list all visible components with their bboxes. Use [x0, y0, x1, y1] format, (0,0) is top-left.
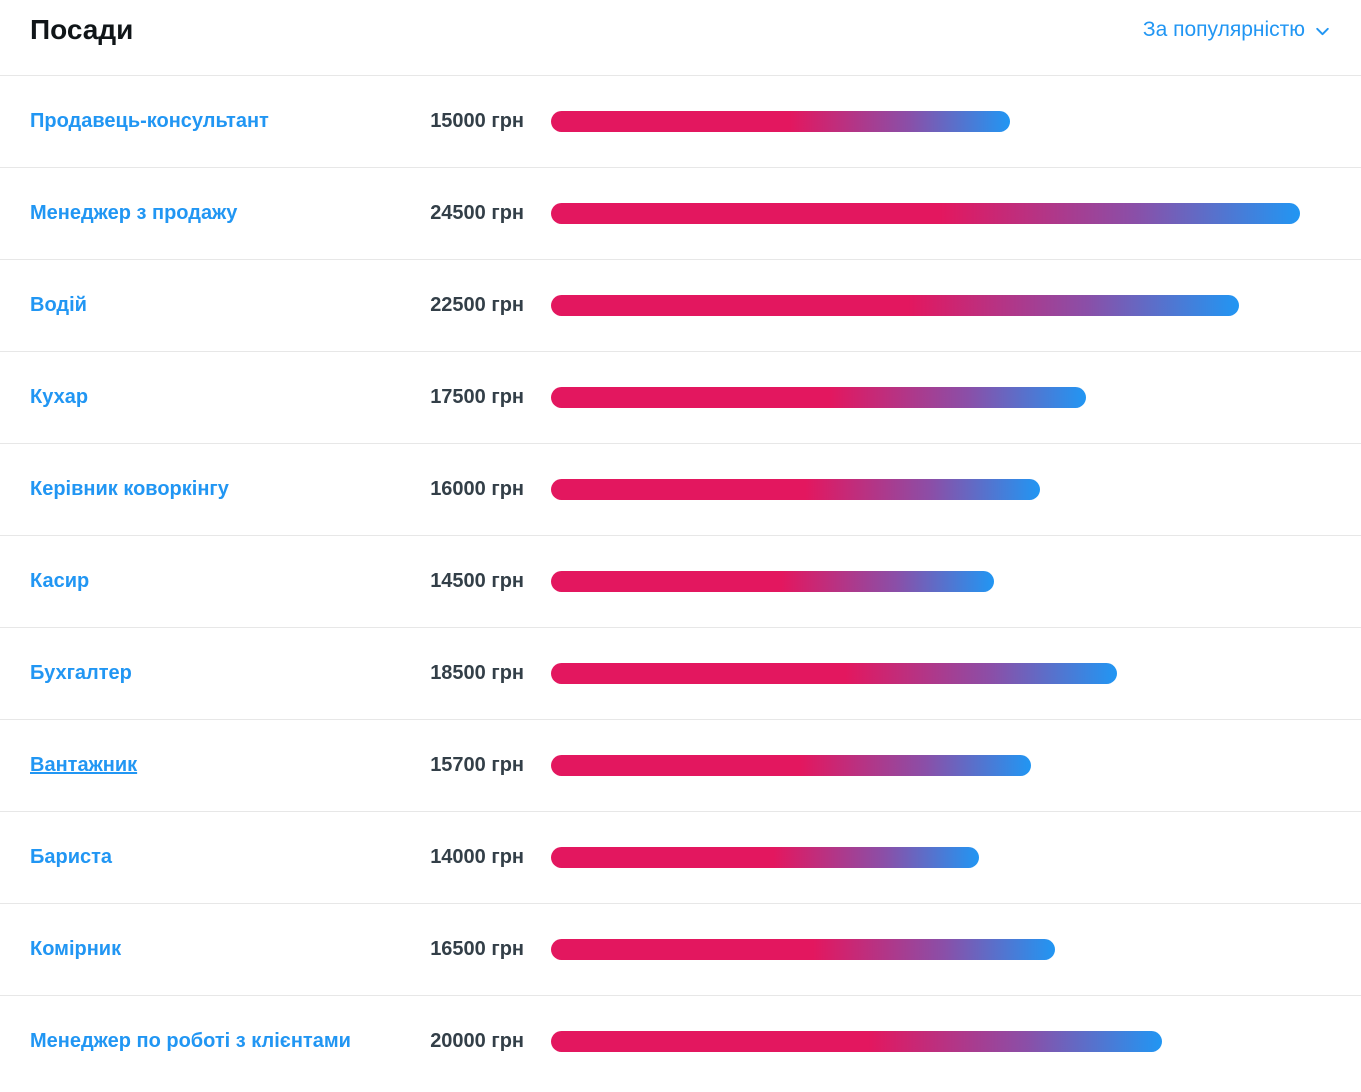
- salary-bar-track: [551, 748, 1300, 783]
- salary-value: 20000 грн: [430, 1030, 524, 1052]
- sort-dropdown-label: За популярністю: [1142, 18, 1305, 41]
- position-link[interactable]: Менеджер з продажу: [30, 202, 238, 224]
- salary-value: 15000 грн: [430, 110, 524, 132]
- position-link[interactable]: Менеджер по роботі з клієнтами: [30, 1030, 351, 1052]
- salary-bar: [551, 755, 1031, 776]
- salary-bar-track: [551, 380, 1300, 415]
- position-link[interactable]: Бухгалтер: [30, 662, 132, 684]
- salary-value: 14500 грн: [430, 570, 524, 592]
- position-link[interactable]: Касир: [30, 570, 90, 592]
- chevron-down-icon: [1314, 21, 1331, 40]
- salary-bar: [551, 1031, 1163, 1052]
- salary-bar-track: [551, 196, 1300, 231]
- salary-bar: [551, 295, 1239, 316]
- salary-bar: [551, 387, 1086, 408]
- salary-bar-track: [551, 564, 1300, 599]
- salary-value: 16000 грн: [430, 478, 524, 500]
- salary-value: 24500 грн: [430, 202, 524, 224]
- position-row: Водій 22500 грн: [0, 260, 1361, 352]
- salary-bar: [551, 663, 1117, 684]
- position-link[interactable]: Продавець-консультант: [30, 110, 269, 132]
- salary-bar-track: [551, 472, 1300, 507]
- salary-bar-track: [551, 104, 1300, 139]
- salary-value: 15700 грн: [430, 754, 524, 776]
- position-row: Кухар 17500 грн: [0, 352, 1361, 444]
- position-row: Продавець-консультант 15000 грн: [0, 76, 1361, 168]
- salary-value: 16500 грн: [430, 938, 524, 960]
- salary-bar: [551, 571, 995, 592]
- position-row: Касир 14500 грн: [0, 536, 1361, 628]
- position-link[interactable]: Керівник коворкінгу: [30, 478, 229, 500]
- page-title: Посади: [30, 14, 134, 45]
- salary-value: 22500 грн: [430, 294, 524, 316]
- salary-value: 14000 грн: [430, 846, 524, 868]
- sort-dropdown[interactable]: За популярністю: [1143, 12, 1331, 48]
- salary-bar-track: [551, 1024, 1300, 1059]
- salary-bar-track: [551, 656, 1300, 691]
- position-row: Бухгалтер 18500 грн: [0, 628, 1361, 720]
- salary-bar: [551, 111, 1010, 132]
- salary-bar: [551, 203, 1300, 224]
- salary-value: 17500 грн: [430, 386, 524, 408]
- salary-bar-track: [551, 288, 1300, 323]
- salary-value: 18500 грн: [430, 662, 524, 684]
- widget-header: Посади За популярністю: [0, 0, 1361, 76]
- salary-bar: [551, 847, 979, 868]
- position-link[interactable]: Комірник: [30, 938, 122, 960]
- salary-bar-track: [551, 840, 1300, 875]
- position-row: Менеджер по роботі з клієнтами 20000 грн: [0, 996, 1361, 1088]
- position-row: Менеджер з продажу 24500 грн: [0, 168, 1361, 260]
- position-link[interactable]: Бариста: [30, 846, 113, 868]
- salary-bar: [551, 479, 1041, 500]
- position-link[interactable]: Водій: [30, 294, 87, 316]
- position-row: Керівник коворкінгу 16000 грн: [0, 444, 1361, 536]
- position-row: Комірник 16500 грн: [0, 904, 1361, 996]
- position-row: Бариста 14000 грн: [0, 812, 1361, 904]
- salary-bar-track: [551, 932, 1300, 967]
- position-link[interactable]: Кухар: [30, 386, 89, 408]
- position-link[interactable]: Вантажник: [30, 754, 138, 776]
- salary-bar: [551, 939, 1056, 960]
- positions-list: Продавець-консультант 15000 грн Менеджер…: [0, 76, 1361, 1088]
- position-row: Вантажник 15700 грн: [0, 720, 1361, 812]
